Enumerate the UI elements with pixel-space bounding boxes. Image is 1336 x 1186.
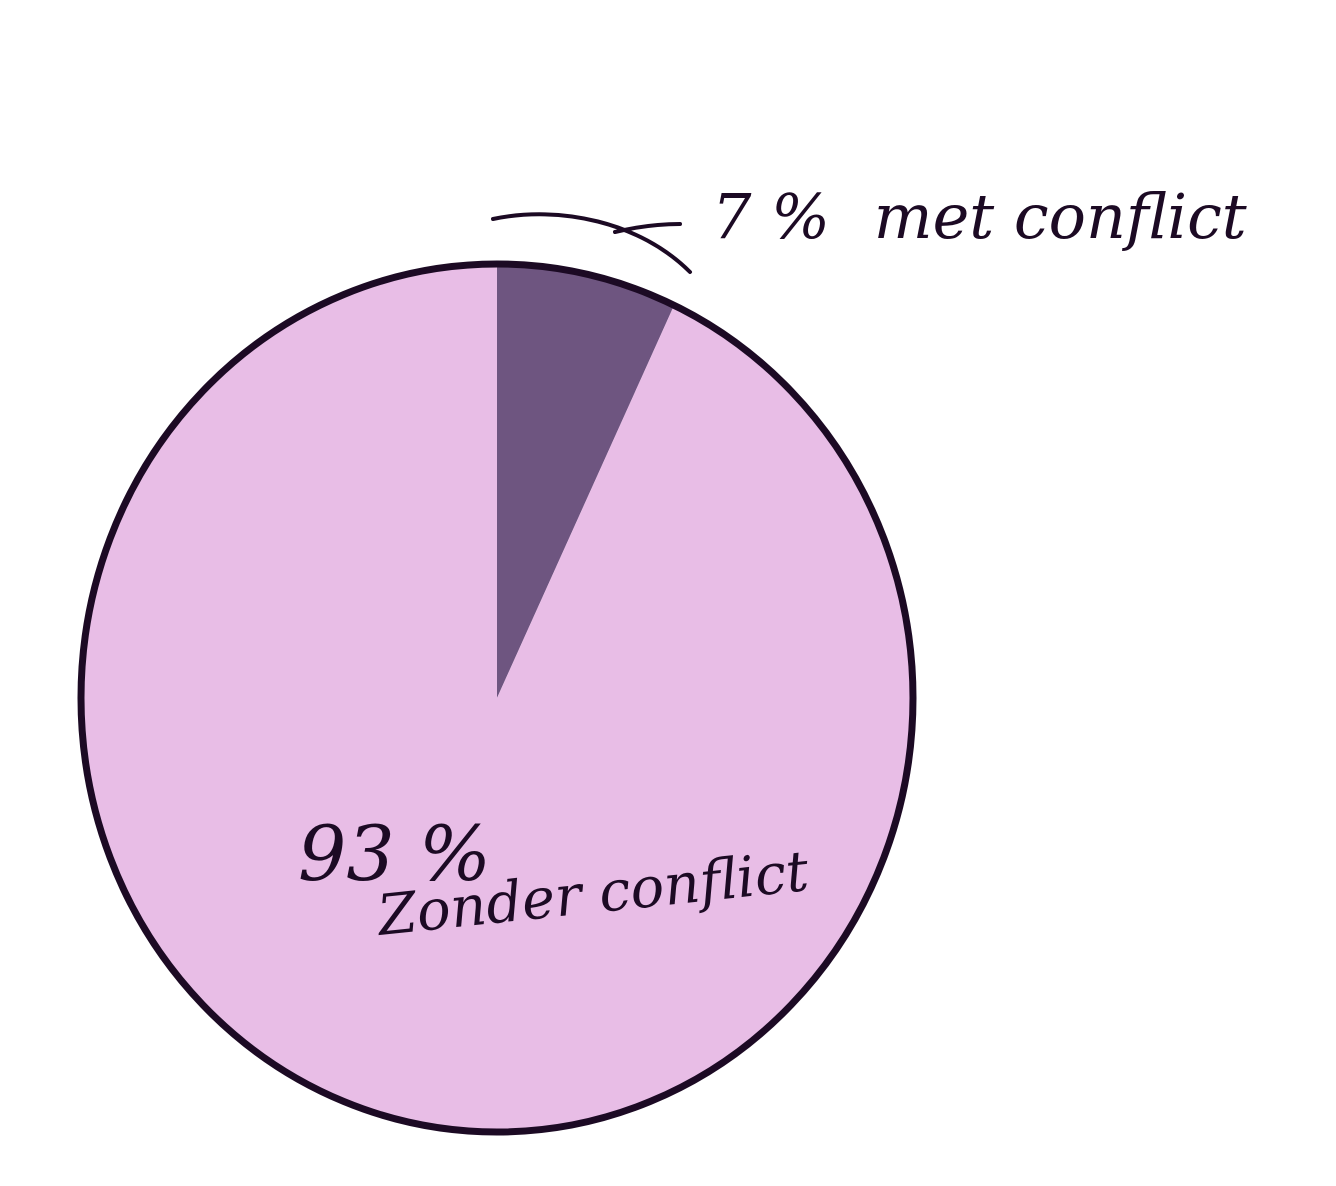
callout-line — [491, 212, 692, 274]
pie-outline — [77, 260, 917, 1136]
pie-slices — [81, 264, 914, 1132]
slice-percent-met-conflict: 7 % — [712, 180, 830, 253]
pie-slice-zonder-conflict — [81, 264, 914, 1132]
slice-percent-zonder-conflict: 93 % — [298, 809, 491, 898]
slice-label-met-conflict: 7 % met conflict — [712, 180, 1247, 253]
slice-name-met-conflict: met conflict — [874, 180, 1247, 253]
pie-slice-met-conflict — [497, 264, 675, 698]
